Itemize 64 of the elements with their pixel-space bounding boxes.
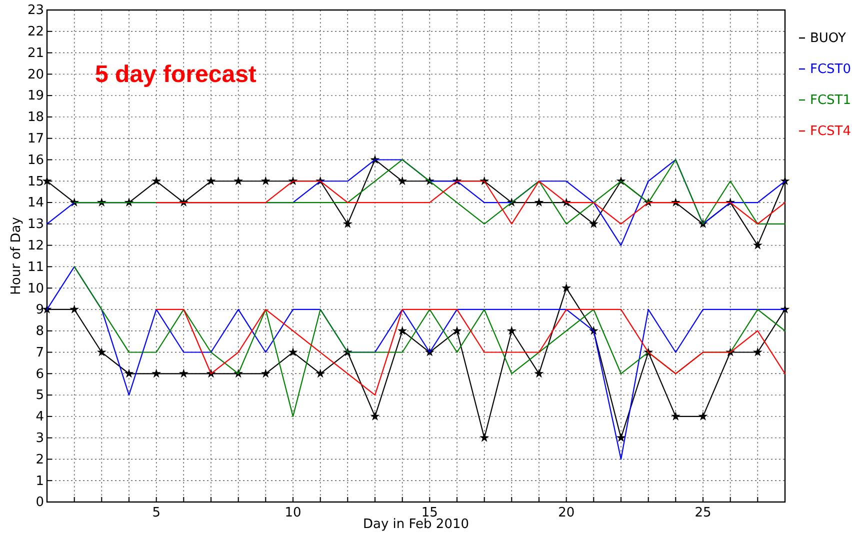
- annotation: 5 day forecast: [95, 61, 256, 88]
- point: [234, 176, 244, 186]
- point: [152, 368, 162, 378]
- line-series: [156, 308, 786, 396]
- y-tick-label: 23: [27, 3, 44, 18]
- legend-label: FCST0: [810, 62, 852, 77]
- point: [260, 368, 270, 378]
- y-tick-label: 13: [27, 217, 44, 232]
- point: [152, 176, 162, 186]
- legend-label: FCST1: [810, 93, 852, 108]
- point: [588, 218, 598, 228]
- point: [370, 411, 380, 420]
- point: [70, 304, 80, 314]
- point: [506, 326, 516, 335]
- y-tick-label: 4: [36, 410, 44, 425]
- y-tick-label: 21: [27, 46, 44, 61]
- point: [398, 176, 408, 186]
- y-tick-label: 0: [36, 495, 44, 510]
- y-tick-label: 18: [27, 110, 44, 126]
- point: [178, 368, 188, 378]
- y-tick-label: 2: [36, 452, 44, 468]
- x-tick-label: 20: [558, 506, 575, 521]
- point: [96, 347, 106, 356]
- y-tick-label: 14: [27, 196, 44, 211]
- y-tick-label: 19: [27, 88, 44, 104]
- x-tick-label: 25: [694, 506, 712, 521]
- point: [752, 347, 762, 356]
- y-tick-label: 17: [27, 132, 44, 147]
- point: [698, 411, 708, 420]
- y-tick-label: 7: [36, 345, 44, 360]
- point: [534, 198, 544, 207]
- y-tick-label: 9: [36, 302, 44, 318]
- x-tick-label: 5: [152, 506, 160, 521]
- point: [616, 432, 626, 442]
- y-tick-label: 8: [36, 324, 44, 340]
- point: [534, 368, 544, 378]
- x-tick-label: 10: [284, 506, 302, 521]
- y-tick-label: 3: [36, 430, 44, 446]
- point: [288, 347, 298, 356]
- y-tick-label: 10: [27, 281, 44, 296]
- y-tick-label: 20: [27, 67, 44, 82]
- y-tick-label: 16: [27, 152, 44, 168]
- y-tick-label: 12: [27, 238, 44, 254]
- y-tick-label: 11: [27, 260, 44, 275]
- point: [342, 218, 352, 228]
- legend-label: BUOY: [810, 31, 846, 46]
- y-tick-label: 22: [27, 24, 44, 40]
- legend-label: FCST4: [810, 124, 852, 139]
- point: [260, 176, 270, 186]
- point: [752, 240, 762, 250]
- point: [316, 368, 326, 378]
- y-tick-label: 1: [36, 474, 44, 489]
- point: [670, 411, 680, 420]
- y-axis-title: Hour of Day: [9, 216, 24, 295]
- point: [452, 326, 462, 335]
- line-series: [74, 266, 786, 417]
- point: [206, 176, 216, 186]
- y-tick-label: 15: [27, 174, 44, 190]
- point: [562, 283, 572, 292]
- point: [124, 368, 134, 378]
- y-tick-label: 5: [36, 388, 44, 404]
- y-tick-label: 6: [36, 366, 44, 382]
- point: [480, 432, 490, 442]
- point: [398, 326, 408, 335]
